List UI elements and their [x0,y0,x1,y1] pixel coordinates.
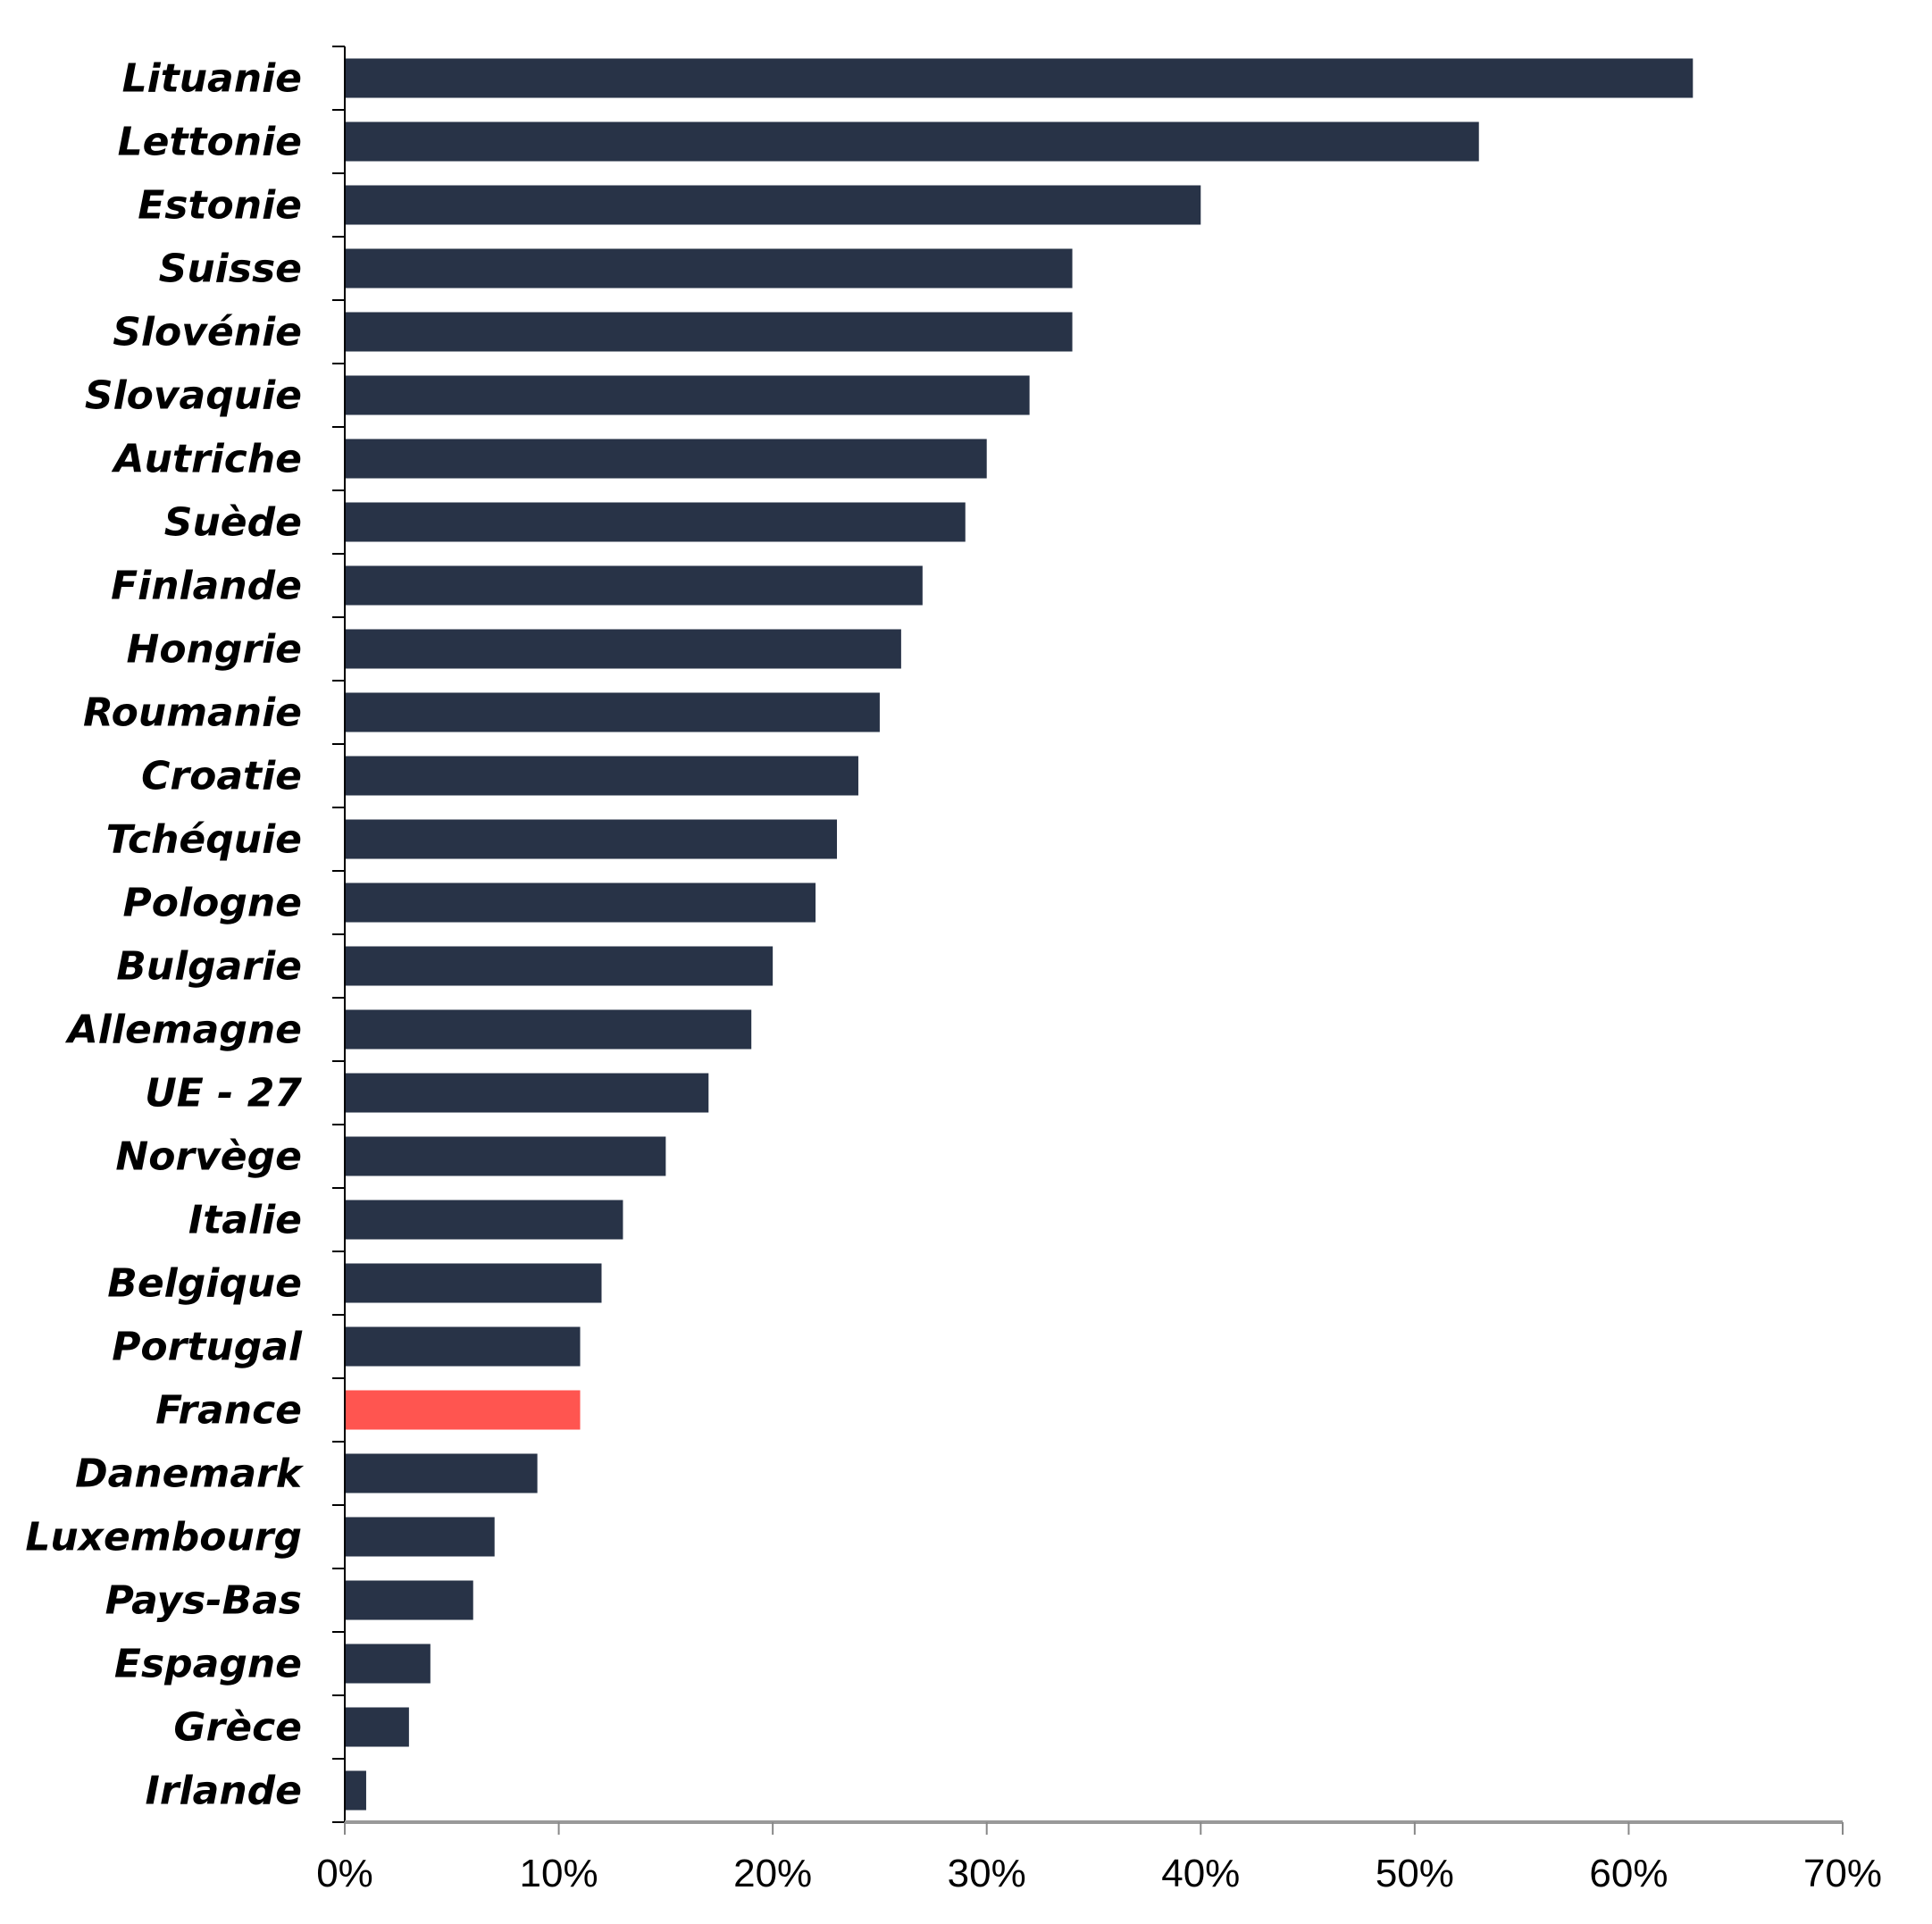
x-tick-label: 20% [733,1852,812,1895]
category-label: Pays-Bas [105,1578,302,1624]
bar-suisse [345,248,1073,289]
x-tick-label: 40% [1161,1852,1240,1895]
x-tick-label: 0% [316,1852,373,1895]
y-axis [332,46,346,1823]
category-label: Slovénie [113,310,302,356]
bar-su-de [345,502,966,542]
category-label: Roumanie [83,690,302,736]
category-label: Belgique [107,1261,302,1307]
bar-lettonie [345,121,1479,162]
bar-portugal [345,1326,581,1367]
bar-gr-ce [345,1707,409,1747]
category-label: Luxembourg [25,1515,302,1560]
bar-espagne [345,1644,431,1684]
category-label: Portugal [112,1325,303,1370]
bar-lituanie [345,58,1694,98]
category-label: Finlande [111,564,302,609]
category-labels: Lituanie Lettonie Estonie Suisse Slovénie Slo… [25,56,304,1814]
x-tick-label: 60% [1589,1852,1668,1895]
bars-group [345,58,1694,1811]
bar-luxembourg [345,1517,495,1557]
category-label: Espagne [114,1642,302,1687]
bar-allemagne [345,1009,752,1050]
bar-finlande [345,565,923,606]
category-label: Italie [188,1198,302,1243]
category-label: Autriche [112,437,302,482]
category-label: Grèce [173,1705,302,1751]
bar-norv-ge [345,1136,666,1176]
category-label: Bulgarie [116,944,302,990]
bar-belgique [345,1263,602,1303]
category-label: Danemark [75,1451,305,1497]
category-label: Slovaquie [85,373,302,419]
category-label: UE - 27 [145,1071,302,1117]
category-label: Estonie [138,183,302,229]
bar-slovaquie [345,375,1030,415]
bar-bulgarie [345,946,774,986]
category-label: Irlande [145,1769,302,1814]
bar-italie [345,1200,623,1240]
bar-pologne [345,883,816,923]
bar-danemark [345,1453,538,1493]
x-tick-label: 70% [1803,1852,1882,1895]
bar-pays-bas [345,1580,473,1620]
category-label: Suède [164,500,302,546]
x-axis: 0% 10% 20% 30% 40% 50% 60% 70% [316,1820,1882,1895]
category-label: Lettonie [118,120,302,165]
x-tick-label: 30% [948,1852,1026,1895]
category-label: Tchéquie [106,817,302,863]
category-label: Suisse [159,247,302,292]
category-label: France [155,1388,302,1434]
bar-irlande [345,1770,366,1811]
bar-tch-quie [345,819,838,859]
bar-estonie [345,185,1201,225]
category-label: Lituanie [122,56,302,102]
category-label: Allemagne [65,1008,302,1053]
bar-autriche [345,439,987,479]
category-label: Croatie [141,754,302,799]
bar-slov-nie [345,312,1073,352]
bar-france [345,1390,581,1430]
bar-roumanie [345,692,880,732]
x-tick-label: 10% [520,1852,598,1895]
category-label: Hongrie [127,627,303,673]
x-tick-label: 50% [1376,1852,1454,1895]
bar-hongrie [345,629,901,669]
category-label: Norvège [115,1134,302,1180]
bar-ue-27 [345,1073,709,1113]
category-label: Pologne [123,881,302,926]
bar-croatie [345,756,858,796]
